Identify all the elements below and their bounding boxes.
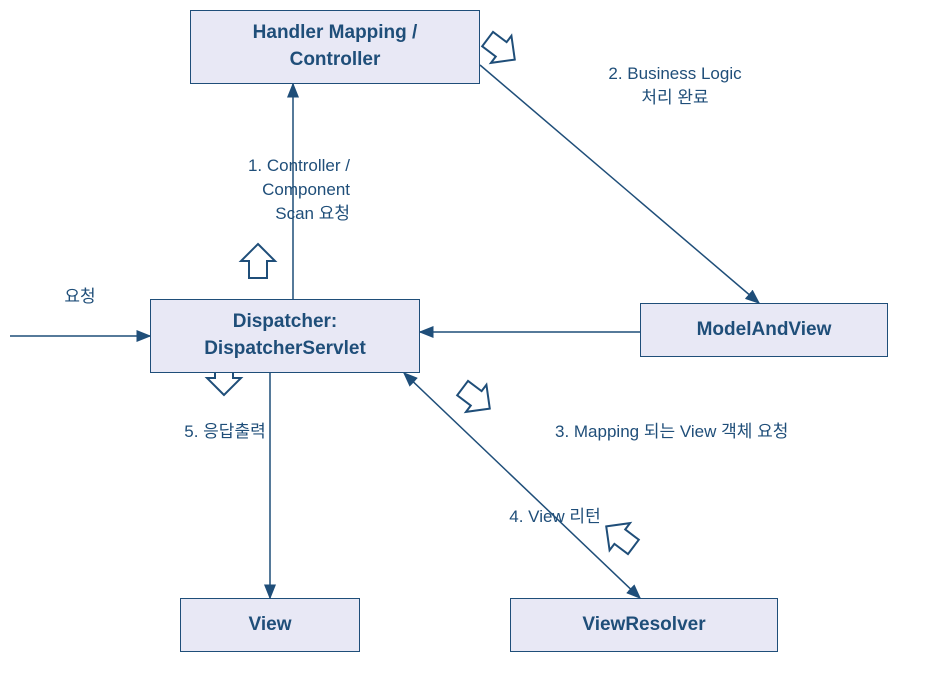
node-view: View — [180, 598, 360, 652]
node-dispatcher-line1: Dispatcher: — [204, 309, 366, 336]
node-dispatcher-line2: DispatcherServlet — [204, 336, 366, 363]
label-step1: 1. Controller / Component Scan 요청 — [170, 154, 350, 225]
node-modelandview: ModelAndView — [640, 303, 888, 357]
label-step2: 2. Business Logic 처리 완료 — [565, 62, 785, 110]
node-handler-line2: Controller — [253, 47, 418, 74]
label-step4: 4. View 리턴 — [465, 505, 645, 529]
node-handler-line1: Handler Mapping / — [253, 20, 418, 47]
label-step5: 5. 응답출력 — [155, 420, 295, 444]
node-viewresolver: ViewResolver — [510, 598, 778, 652]
node-view-text: View — [249, 612, 292, 639]
node-handler-mapping: Handler Mapping / Controller — [190, 10, 480, 84]
node-dispatcher: Dispatcher: DispatcherServlet — [150, 299, 420, 373]
node-modelandview-text: ModelAndView — [697, 317, 832, 344]
label-step3: 3. Mapping 되는 View 객체 요청 — [555, 420, 855, 444]
label-request: 요청 — [50, 285, 110, 309]
node-viewresolver-text: ViewResolver — [582, 612, 705, 639]
